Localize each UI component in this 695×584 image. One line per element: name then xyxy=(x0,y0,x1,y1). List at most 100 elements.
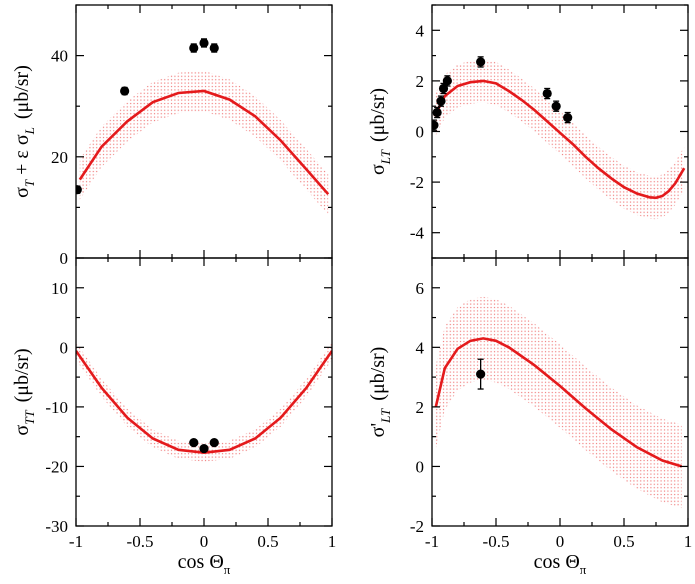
data-marker xyxy=(436,96,446,106)
y-tick-label: 20 xyxy=(51,148,68,167)
panel-sigma-tt: -30 -20 -10 0 10 -1 -0.5 0 0.5 1 cos Θπ σTT (μb/sr) xyxy=(11,257,337,577)
y-tick-label: 4 xyxy=(416,338,425,357)
data-point xyxy=(476,358,486,390)
data-marker xyxy=(199,443,209,454)
x-tick-label: 1 xyxy=(328,532,337,551)
y-tick-label: 2 xyxy=(416,72,425,91)
y-axis-title-mid: + ε σ xyxy=(11,134,33,180)
plot-area xyxy=(434,296,682,509)
data-marker xyxy=(432,107,442,118)
data-marker xyxy=(442,76,452,86)
data-point xyxy=(432,106,442,119)
data-marker xyxy=(476,57,486,67)
y-axis-title-main: σ' xyxy=(367,423,389,437)
y-axis-title-unit: (μb/sr) xyxy=(11,65,33,119)
y-tick-label: -2 xyxy=(410,517,424,536)
y-tick-label: 40 xyxy=(51,47,68,66)
y-axis-title-unit: (μb/sr) xyxy=(367,88,389,142)
data-marker xyxy=(76,185,82,195)
y-tick-label: -10 xyxy=(45,398,68,417)
y-axis-title-main: σ xyxy=(11,187,33,198)
data-point xyxy=(209,438,219,448)
y-tick-label: -20 xyxy=(45,457,68,476)
data-marker xyxy=(432,120,439,130)
model-curve xyxy=(433,79,686,200)
uncertainty-band xyxy=(79,70,329,215)
data-marker xyxy=(209,438,219,448)
x-axis-title: cos Θπ xyxy=(534,551,587,577)
x-tick-label: -1 xyxy=(69,532,83,551)
y-tick-label: -30 xyxy=(45,517,68,536)
y-axis-title-main: σ xyxy=(367,164,389,175)
plot-area xyxy=(76,342,332,462)
y-axis-title-sub: TT xyxy=(22,410,37,425)
x-axis-title: cos Θπ xyxy=(178,551,231,577)
y-axis-title: σT + ε σL (μb/sr) xyxy=(11,65,37,198)
y-tick-label: 6 xyxy=(416,279,425,298)
y-tick-label: -4 xyxy=(410,224,425,243)
data-marker xyxy=(199,38,209,48)
y-axis-title: σTT (μb/sr) xyxy=(11,348,37,435)
y-axis-title: σLT (μb/sr) xyxy=(367,88,393,175)
plot-area xyxy=(432,56,686,220)
model-curve xyxy=(78,89,330,196)
y-axis-title-unit: (μb/sr) xyxy=(11,348,33,402)
x-tick-label: 0 xyxy=(556,532,565,551)
uncertainty-band xyxy=(434,59,685,220)
data-point xyxy=(76,185,82,195)
plot-frame xyxy=(75,257,333,527)
x-tick-label: -0.5 xyxy=(483,532,510,551)
data-marker xyxy=(542,88,552,99)
data-point xyxy=(551,100,561,112)
x-axis-title-main: cos Θ xyxy=(534,551,580,573)
data-point xyxy=(199,443,209,454)
model-curve xyxy=(76,350,332,455)
data-point xyxy=(432,119,439,131)
x-tick-label: -1 xyxy=(425,532,439,551)
uncertainty-band xyxy=(435,296,682,509)
uncertainty-band xyxy=(76,342,332,462)
x-axis-title-sub: π xyxy=(224,562,231,577)
data-point xyxy=(120,86,130,96)
y-axis-title-sub: L xyxy=(22,127,37,135)
panel-sigma-lt: -4 -2 0 2 4 σLT (μb/sr) xyxy=(367,4,689,259)
x-axis-title-sub: π xyxy=(580,562,587,577)
data-point xyxy=(542,87,552,100)
y-axis-title-sub: T xyxy=(22,179,37,187)
y-tick-label: 0 xyxy=(416,123,425,142)
x-tick-label: 0 xyxy=(200,532,209,551)
data-point xyxy=(563,111,573,124)
data-point xyxy=(189,438,199,448)
x-axis-title-main: cos Θ xyxy=(178,551,224,573)
y-tick-label: -2 xyxy=(410,173,424,192)
data-point xyxy=(436,95,446,107)
data-marker xyxy=(189,43,199,53)
x-tick-label: 0.5 xyxy=(257,532,278,551)
y-tick-label: 2 xyxy=(416,398,425,417)
y-axis-title-sub: LT xyxy=(378,149,393,165)
data-marker xyxy=(476,369,486,379)
data-marker xyxy=(209,43,219,53)
data-point xyxy=(189,43,199,53)
x-tick-label: -0.5 xyxy=(127,532,154,551)
x-tick-label: 0.5 xyxy=(613,532,634,551)
panel-sigma-prime-lt: -2 0 2 4 6 -1 -0.5 0 0.5 1 cos Θπ σ'LT (μb/sr) xyxy=(367,257,693,577)
x-tick-label: 1 xyxy=(684,532,693,551)
y-axis-title-main: σ xyxy=(11,425,33,436)
y-axis-title-sub: LT xyxy=(378,408,393,424)
data-point xyxy=(476,56,486,68)
y-tick-label: 0 xyxy=(60,338,69,357)
data-marker xyxy=(563,112,573,123)
y-tick-label: 0 xyxy=(416,457,425,476)
model-curve xyxy=(434,337,682,468)
panel-sigma-t-plus-eps-sigma-l: 0 20 40 σT + ε σL (μb/sr) xyxy=(11,4,333,268)
plot-area xyxy=(76,38,330,215)
y-axis-title: σ'LT (μb/sr) xyxy=(367,347,393,438)
data-marker xyxy=(120,86,130,96)
data-marker xyxy=(189,438,199,448)
data-point xyxy=(209,43,219,53)
y-tick-label: 10 xyxy=(51,279,68,298)
y-axis-title-unit: (μb/sr) xyxy=(367,347,389,401)
y-tick-label: 0 xyxy=(60,249,69,268)
